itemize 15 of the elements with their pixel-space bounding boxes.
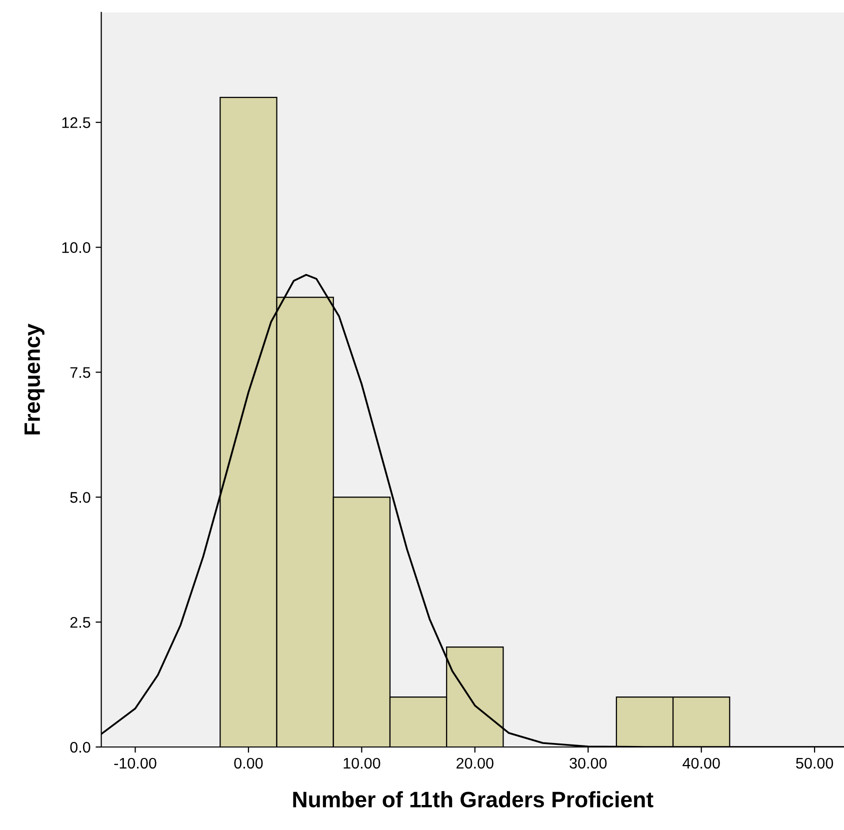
- y-tick-label: 12.5: [62, 117, 90, 128]
- y-tick-label: 2.5: [70, 616, 90, 628]
- y-axis-title: Frequency: [24, 324, 44, 434]
- y-tick-label: 5.0: [70, 492, 90, 503]
- x-tick-label: 20.00: [456, 758, 494, 769]
- x-tick-label: 30.00: [570, 758, 607, 769]
- x-tick-label: -10.00: [114, 758, 156, 769]
- x-tick-label: 10.00: [344, 758, 380, 769]
- y-tick-label: 0.0: [70, 742, 90, 753]
- x-tick-label: 0.00: [234, 758, 263, 769]
- y-tick-label: 10.0: [62, 242, 90, 253]
- x-tick-label: 40.00: [682, 758, 720, 769]
- y-tick-label: 7.5: [70, 367, 90, 378]
- x-tick-label: 50.00: [796, 758, 834, 769]
- x-axis-title: Number of 11th Graders Proficient: [293, 791, 654, 808]
